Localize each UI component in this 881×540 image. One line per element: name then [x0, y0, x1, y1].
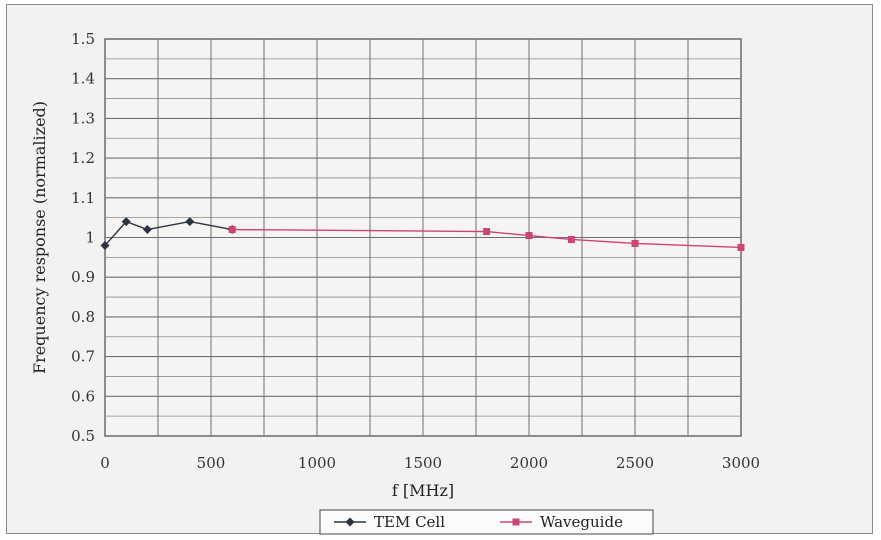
y-tick-label: 0.6	[71, 387, 95, 405]
y-tick-label: 1.3	[71, 109, 95, 127]
legend: TEM Cell Waveguide	[319, 509, 654, 535]
grid	[104, 38, 742, 437]
y-tick-label: 1.2	[71, 149, 95, 167]
legend-label: TEM Cell	[374, 513, 445, 531]
chart-frame: 0.5 0.6 0.7 0.8 0.9 1 1.1 1.2 1.3 1.4 1.5 0 500 1000…	[6, 4, 873, 535]
legend-label: Waveguide	[540, 513, 623, 531]
series-0	[100, 217, 237, 250]
series-1	[228, 226, 745, 251]
y-tick-label: 0.8	[71, 308, 95, 326]
legend-entry: Waveguide	[500, 513, 623, 531]
y-tick-label: 0.5	[71, 427, 95, 445]
data-point	[525, 232, 533, 240]
x-tick-label: 1000	[298, 454, 336, 472]
data-point	[185, 217, 195, 227]
y-tick-label: 0.7	[71, 348, 95, 366]
x-axis-title: f [MHz]	[392, 481, 454, 500]
series-lines	[100, 217, 745, 251]
data-point	[142, 225, 152, 235]
legend-marker	[345, 517, 355, 527]
x-tick-label: 500	[197, 454, 226, 472]
y-tick-label: 1	[85, 229, 95, 247]
y-axis-tick-labels: 0.5 0.6 0.7 0.8 0.9 1 1.1 1.2 1.3 1.4 1.5	[71, 30, 95, 445]
y-tick-label: 0.9	[71, 268, 95, 286]
data-point	[228, 226, 236, 234]
data-point	[737, 243, 745, 251]
y-tick-label: 1.5	[71, 30, 95, 48]
legend-marker	[512, 518, 520, 526]
series-line	[232, 228, 742, 249]
y-tick-label: 1.1	[71, 189, 95, 207]
x-tick-label: 0	[100, 454, 110, 472]
data-point	[483, 228, 491, 236]
data-point	[121, 217, 131, 227]
x-axis-tick-labels: 0 500 1000 1500 2000 2500 3000	[100, 454, 760, 472]
data-point	[631, 239, 639, 247]
data-point	[567, 235, 575, 243]
data-point	[100, 240, 110, 250]
x-tick-label: 2000	[510, 454, 548, 472]
line-chart: 0.5 0.6 0.7 0.8 0.9 1 1.1 1.2 1.3 1.4 1.5 0 500 1000…	[30, 30, 760, 535]
x-tick-label: 2500	[616, 454, 654, 472]
legend-entry: TEM Cell	[334, 513, 445, 531]
y-tick-label: 1.4	[71, 70, 95, 88]
x-tick-label: 1500	[404, 454, 442, 472]
y-axis-title: Frequency response (normalized)	[30, 101, 49, 374]
legend-box	[319, 509, 654, 535]
x-tick-label: 3000	[722, 454, 760, 472]
